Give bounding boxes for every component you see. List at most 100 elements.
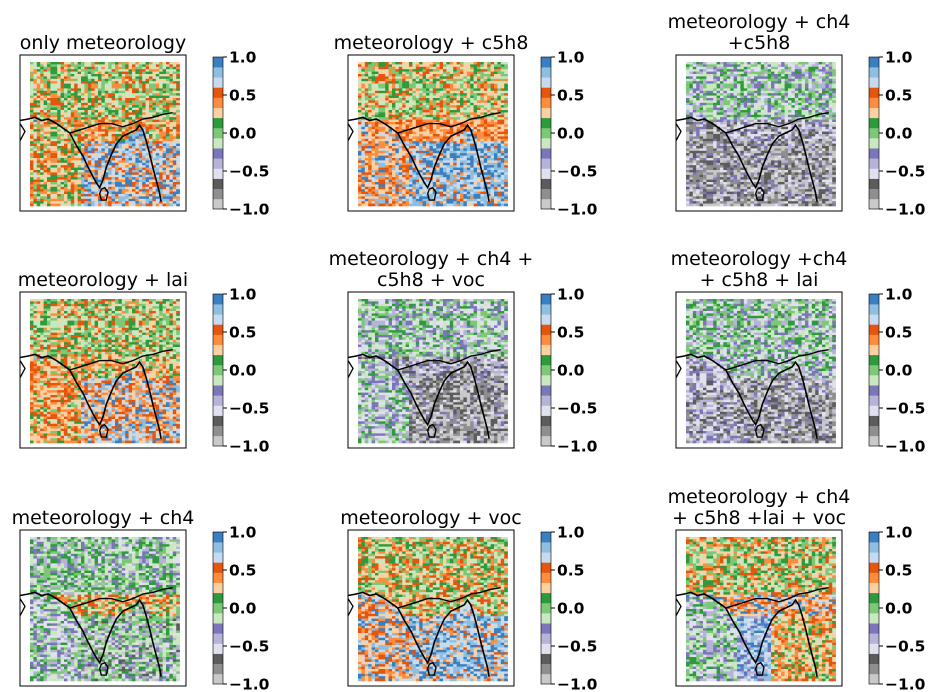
colorbar-segment [213,673,223,685]
colorbar-tick-label: 1.0 [557,286,585,304]
colorbar-segment [869,602,879,614]
colorbar-segment [869,375,879,386]
heatmap-cells [358,537,508,682]
colorbar-segment [869,354,879,366]
colorbar-tick-label: 0.5 [885,87,912,105]
colorbar-tick-label: 0.0 [229,362,257,380]
colorbar-tick-label: 0.0 [885,600,913,618]
colorbar-segment [869,435,879,447]
colorbar-segment [541,663,551,675]
colorbar-tick-label: −1.0 [229,438,270,456]
colorbar-tick-label: −1.0 [229,201,270,219]
colorbar-segment [213,294,223,305]
colorbar-segment [869,405,879,416]
arabia-coast [675,360,682,379]
colorbar-segment [213,107,223,119]
colorbar-segment [869,364,879,376]
colorbar-segment [213,168,223,179]
arabia-coast [675,598,682,617]
colorbar-segment [869,663,879,675]
coastline [19,353,162,439]
colorbar-tick-label: −0.5 [557,638,597,656]
colorbar-segment [213,57,223,68]
coastline-north [397,112,501,134]
colorbar-segment [869,344,879,356]
axes-frame [675,529,843,687]
colorbar-segment [869,198,879,210]
colorbar-segment [869,304,879,315]
colorbar-tick-label: 0.5 [557,87,584,105]
map-panel-5: meteorology + ch4 +c5h8 + voc 1.0 0.5 0.0 −0… [329,248,598,456]
colorbar-segment [541,643,551,654]
colorbar-segment [541,623,551,634]
colorbar-segment [541,168,551,179]
colorbar: 1.0 0.5 0.0 −0.5 −1.0 [540,286,598,456]
colorbar-segment [213,633,223,644]
colorbar-tick-label: 1.0 [557,524,585,542]
colorbar-segment [869,643,879,654]
colorbar-segment [213,87,223,98]
colorbar-segment [869,294,879,305]
colorbar-segment [541,364,551,376]
axes-frame [19,291,187,449]
panel-title: +c5h8 [728,32,791,54]
colorbar-segment [541,314,551,325]
colorbar-segment [213,148,223,159]
colorbar-segment [869,385,879,396]
colorbar-segment [869,178,879,190]
heatmap-cells [358,299,508,444]
colorbar-segment [541,198,551,210]
map-panel-9: meteorology + ch4+ c5h8 +lai + voc 1.0 0.5… [668,486,926,692]
colorbar-tick-label: −0.5 [229,400,269,418]
colorbar-segment [213,304,223,315]
sri-lanka-outline [426,661,437,676]
colorbar-segment [213,425,223,437]
colorbar-segment [541,602,551,614]
colorbar-segment [213,314,223,325]
colorbar-segment [869,542,879,553]
colorbar-tick-label: 1.0 [229,524,257,542]
colorbar-segment [213,582,223,594]
colorbar-tick-label: −0.5 [229,163,269,181]
colorbar-segment [869,168,879,179]
panel-title: meteorology + ch4 [12,507,195,529]
colorbar-segment [541,415,551,427]
colorbar-tick-label: −1.0 [885,438,926,456]
colorbar-tick-label: −1.0 [885,676,926,692]
panel-title: meteorology + ch4 [668,11,851,33]
colorbar-segment [213,623,223,634]
axes-frame [347,54,515,212]
colorbar-segment [541,188,551,200]
colorbar-segment [213,77,223,88]
coastline [675,116,818,202]
colorbar-tick-label: 0.5 [229,324,256,342]
colorbar-segment [541,673,551,685]
colorbar-segment [541,57,551,68]
colorbar-tick-label: 1.0 [229,286,257,304]
panel-title: meteorology + lai [18,269,188,291]
colorbar-segment [541,294,551,305]
colorbar: 1.0 0.5 0.0 −0.5 −1.0 [212,286,270,456]
colorbar-segment [869,334,879,345]
axes-frame [19,529,187,687]
colorbar-segment [541,324,551,335]
colorbar-segment [541,97,551,108]
panel-title: meteorology + c5h8 [334,32,529,54]
colorbar-segment [541,395,551,406]
colorbar-segment [213,334,223,345]
colorbar-segment [213,67,223,78]
colorbar-segment [213,127,223,139]
colorbar: 1.0 0.5 0.0 −0.5 −1.0 [212,49,270,219]
colorbar-segment [541,385,551,396]
arabia-coast [19,360,26,379]
colorbar-tick-label: 0.5 [229,562,256,580]
coastline-north [725,587,829,609]
colorbar-segment [869,314,879,325]
colorbar-segment [869,117,879,129]
colorbar-segment [541,87,551,98]
colorbar-segment [541,572,551,583]
colorbar-segment [869,67,879,78]
colorbar-segment [213,344,223,356]
arabia-coast [347,598,354,617]
